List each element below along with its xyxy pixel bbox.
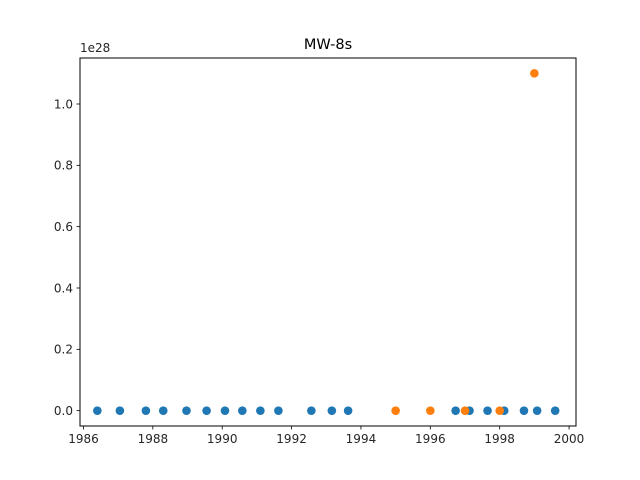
points-layer	[93, 69, 560, 415]
data-point	[182, 406, 191, 415]
y-tick-label: 0.2	[54, 343, 73, 357]
data-point	[426, 406, 435, 415]
x-tick-label: 1990	[207, 432, 238, 446]
data-point	[141, 406, 151, 415]
x-tick-label: 1992	[276, 432, 307, 446]
y-tick-label: 0.6	[54, 220, 73, 234]
data-point	[202, 406, 211, 415]
data-point	[327, 406, 337, 415]
data-point	[115, 406, 125, 415]
y-tick-label: 0.4	[54, 281, 73, 295]
data-point	[483, 406, 492, 415]
x-tick-label: 1996	[415, 432, 446, 446]
y-tick-label: 1.0	[54, 97, 73, 111]
chart-title: MW-8s	[304, 37, 352, 53]
data-point	[532, 406, 542, 415]
y-axis: 0.0 0.2 0.4 0.6 0.8 1.0	[54, 97, 80, 418]
y-tick-label: 0.8	[54, 159, 73, 173]
data-point	[451, 406, 460, 415]
data-point	[256, 406, 265, 415]
data-point	[343, 406, 353, 415]
x-tick-label: 1998	[484, 432, 515, 446]
data-point	[158, 406, 168, 415]
data-point	[530, 69, 539, 78]
data-point	[220, 406, 230, 415]
x-axis: 1986 1988 1990 1992 1994 1996 1998 2000	[68, 426, 584, 446]
data-point	[460, 406, 470, 415]
x-tick-label: 2000	[554, 432, 585, 446]
data-point	[307, 406, 316, 415]
plot-area	[80, 58, 576, 426]
x-tick-label: 1988	[138, 432, 169, 446]
y-offset-label: 1e28	[80, 41, 110, 55]
y-tick-label: 0.0	[54, 404, 73, 418]
data-point	[238, 406, 247, 415]
data-point	[519, 406, 529, 415]
x-tick-label: 1986	[68, 432, 99, 446]
data-point	[550, 406, 560, 415]
data-point	[93, 406, 102, 415]
data-point	[274, 406, 283, 415]
data-point	[495, 406, 504, 415]
x-tick-label: 1994	[346, 432, 377, 446]
data-point	[391, 406, 400, 415]
axes-frame	[79, 57, 577, 427]
